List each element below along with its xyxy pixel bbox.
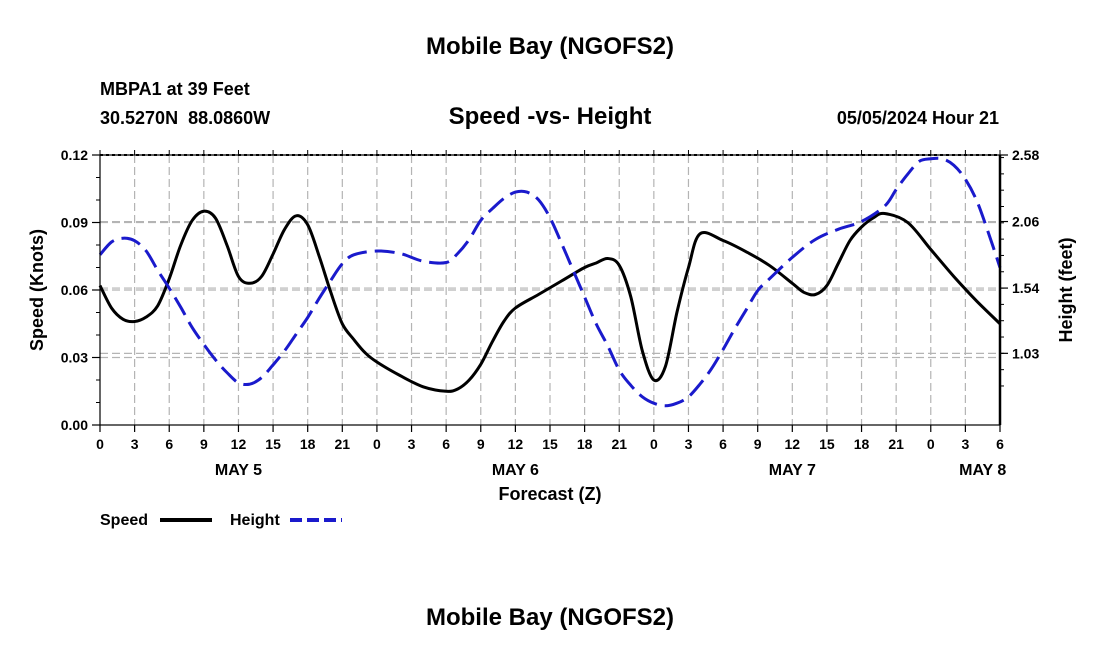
x-tick-label: 0 [650, 436, 658, 452]
y-left-tick-label: 0.00 [61, 417, 88, 433]
series-speed-line [98, 209, 1002, 393]
x-tick-label: 21 [335, 436, 351, 452]
day-label: MAY 5 [215, 462, 262, 479]
timestamp: 05/05/2024 Hour 21 [837, 108, 999, 128]
legend-speed-label: Speed [100, 512, 148, 529]
y-right-tick-label: 2.06 [1012, 214, 1039, 230]
day-label: MAY 8 [959, 462, 1006, 479]
x-tick-label: 12 [508, 436, 524, 452]
footer-title: Mobile Bay (NGOFS2) [426, 604, 674, 631]
x-tick-label: 18 [577, 436, 593, 452]
page-title: Mobile Bay (NGOFS2) [426, 33, 674, 60]
x-tick-label: 12 [231, 436, 247, 452]
station-name: MBPA1 at 39 Feet [100, 79, 250, 99]
x-tick-label: 6 [719, 436, 727, 452]
x-tick-label: 15 [819, 436, 835, 452]
series-lines [98, 156, 1002, 408]
y-axis-right-label: Height (feet) [1056, 238, 1076, 343]
chart-title: Speed -vs- Height [449, 103, 652, 130]
x-tick-label: 6 [996, 436, 1004, 452]
day-label: MAY 6 [492, 462, 539, 479]
x-tick-label: 9 [200, 436, 208, 452]
y-left-tick-label: 0.03 [61, 350, 88, 366]
y-left-tick-label: 0.09 [61, 215, 88, 231]
x-tick-label: 0 [96, 436, 104, 452]
x-tick-label: 12 [785, 436, 801, 452]
x-tick-label: 18 [300, 436, 316, 452]
y-right-tick-label: 2.58 [1012, 147, 1039, 163]
axis-labels: 0 3 6 9 12 15 18 21 0 3 6 9 12 15 18 21 0 3 6 9 12 15 18 21 0 3 6 0… [61, 147, 1040, 479]
series-height-line [98, 156, 1002, 408]
y-left-tick-label: 0.06 [61, 282, 88, 298]
y-right-tick-label: 1.54 [1012, 280, 1039, 296]
x-tick-label: 6 [165, 436, 173, 452]
x-tick-label: 6 [442, 436, 450, 452]
x-tick-label: 21 [611, 436, 627, 452]
x-tick-label: 9 [477, 436, 485, 452]
x-tick-label: 9 [754, 436, 762, 452]
x-tick-label: 0 [373, 436, 381, 452]
x-axis-label: Forecast (Z) [498, 484, 601, 504]
x-tick-label: 0 [927, 436, 935, 452]
x-tick-label: 3 [961, 436, 969, 452]
x-tick-label: 15 [265, 436, 281, 452]
x-tick-label: 3 [685, 436, 693, 452]
y-axis-left-label: Speed (Knots) [27, 229, 47, 351]
legend-height-label: Height [230, 512, 280, 529]
station-coords: 30.5270N 88.0860W [100, 108, 270, 128]
axis-ticks [92, 150, 1008, 432]
y-right-tick-label: 1.03 [1012, 345, 1039, 361]
grid [100, 154, 1000, 425]
y-left-tick-label: 0.12 [61, 147, 88, 163]
x-tick-label: 3 [408, 436, 416, 452]
x-tick-label: 18 [854, 436, 870, 452]
x-tick-label: 3 [131, 436, 139, 452]
legend: Speed Height [100, 512, 342, 529]
x-tick-label: 15 [542, 436, 558, 452]
x-tick-label: 21 [888, 436, 904, 452]
day-label: MAY 7 [769, 462, 816, 479]
